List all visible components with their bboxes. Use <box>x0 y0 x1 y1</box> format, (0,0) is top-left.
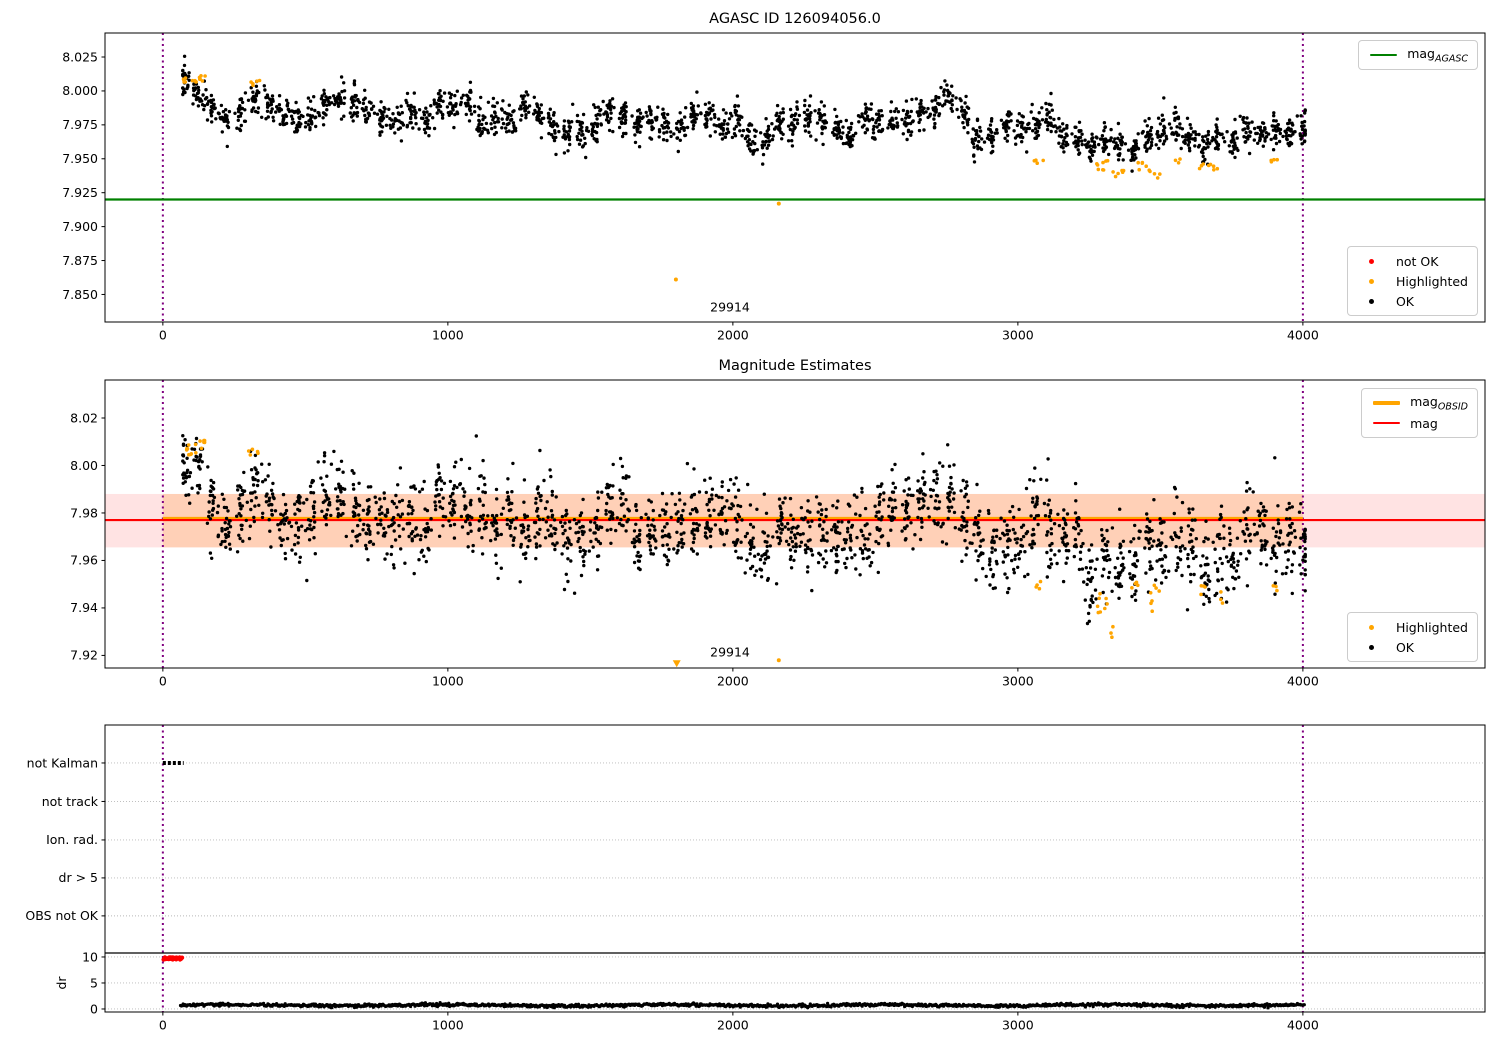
x-tick-label: 0 <box>159 674 167 689</box>
legend-item: magAGASC <box>1368 46 1468 64</box>
highlighted-clipped-marker <box>672 660 681 668</box>
legend-point-classes-middle: Highlighted OK <box>1346 612 1478 662</box>
legend-item-label: mag <box>1410 415 1438 431</box>
x-tick-label: 0 <box>159 1018 167 1033</box>
scatter-not-ok <box>161 955 185 962</box>
legend-item: magOBSID <box>1371 394 1468 412</box>
legend-item-label: not OK <box>1395 253 1439 269</box>
y-tick-label: 7.925 <box>62 185 98 200</box>
flag-row-label: not Kalman <box>27 755 98 770</box>
flag-row-label: not track <box>42 794 99 809</box>
annotation-obsid: 29914 <box>710 299 750 314</box>
legend-item-label: magAGASC <box>1407 45 1468 65</box>
y-tick-label: 8.00 <box>70 458 98 473</box>
y-tick-label: 7.94 <box>70 600 98 615</box>
plot1-title: AGASC ID 126094056.0 <box>709 11 881 27</box>
legend-dot-marker <box>1357 624 1387 630</box>
legend-item: mag <box>1371 414 1468 432</box>
legend-line-marker <box>1371 401 1401 405</box>
highlighted-outlier-point <box>776 201 781 206</box>
x-tick-label: 2000 <box>717 328 749 343</box>
y-tick-label: 7.92 <box>70 648 98 663</box>
scatter-ok <box>181 54 1307 173</box>
legend-item: OK <box>1357 638 1468 656</box>
annotation-obsid: 29914 <box>710 645 750 660</box>
y-tick-label: 7.875 <box>62 253 98 268</box>
flag-row-label: Ion. rad. <box>46 832 98 847</box>
legend-mag-obsid: magOBSID mag <box>1361 388 1478 438</box>
x-tick-label: 4000 <box>1287 1018 1319 1033</box>
magnitude-estimates-plot: 29914 0 1000 2000 3000 4000 7.92 7.94 7.96 7.98 8.… <box>70 379 1486 689</box>
legend-item: OK <box>1357 292 1468 310</box>
y-tick-label: 7.950 <box>62 151 98 166</box>
x-tick-label: 4000 <box>1287 674 1319 689</box>
legend-item: Highlighted <box>1357 618 1468 636</box>
x-tick-label: 2000 <box>717 674 749 689</box>
y-tick-label: 7.900 <box>62 219 98 234</box>
flags-dr-plot: 0 1000 2000 3000 4000 not Kalman not track Ion.… <box>25 724 1486 1033</box>
flag-row-label: OBS not OK <box>25 908 98 923</box>
y-tick-label: 8.02 <box>70 410 98 425</box>
axes-frame <box>104 379 1486 669</box>
x-tick-label: 0 <box>159 328 167 343</box>
x-tick-label: 1000 <box>432 328 464 343</box>
dr-tick-label: 5 <box>90 975 98 990</box>
legend-dot-marker <box>1357 298 1387 304</box>
legend-item: Highlighted <box>1357 272 1468 290</box>
legend-item-label: magOBSID <box>1410 393 1468 413</box>
flag-row-label: dr > 5 <box>59 870 98 885</box>
x-tick-label: 3000 <box>1002 1018 1034 1033</box>
y-tick-label: 7.850 <box>62 287 98 302</box>
legend-mag-agasc: magAGASC <box>1358 40 1478 70</box>
legend-line-marker <box>1368 54 1398 56</box>
x-tick-label: 3000 <box>1002 328 1034 343</box>
scatter-highlighted <box>184 438 1279 668</box>
legend-point-classes-top: not OK Highlighted OK <box>1346 246 1478 316</box>
dr-tick-label: 10 <box>82 949 98 964</box>
plot2-title: Magnitude Estimates <box>718 358 872 374</box>
scatter-ok <box>181 434 1307 626</box>
x-tick-label: 1000 <box>432 1018 464 1033</box>
legend-dot-marker <box>1357 258 1387 264</box>
y-tick-label: 7.96 <box>70 553 98 568</box>
axis-ticks: 0 1000 2000 3000 4000 not Kalman not track Ion.… <box>25 755 1318 1032</box>
highlighted-outlier-point <box>776 658 781 663</box>
highlighted-outlier-point <box>673 277 678 282</box>
dr-tick-label: 0 <box>90 1001 98 1016</box>
x-tick-label: 2000 <box>717 1018 749 1033</box>
axes-frame <box>104 724 1486 1013</box>
legend-item-label: OK <box>1395 639 1414 655</box>
scatter-highlighted <box>181 74 1279 282</box>
agasc-mag-plot: 29914 0 1000 2000 3000 4000 7.850 7.875 7.900 7.9… <box>62 32 1486 343</box>
y-tick-label: 7.975 <box>62 117 98 132</box>
x-tick-label: 3000 <box>1002 674 1034 689</box>
legend-item-label: Highlighted <box>1395 619 1468 635</box>
legend-dot-marker <box>1357 278 1387 284</box>
axis-ticks: 0 1000 2000 3000 4000 7.850 7.875 7.900 7.925 7.9… <box>62 49 1319 342</box>
y-tick-label: 8.000 <box>62 83 98 98</box>
axis-ticks: 0 1000 2000 3000 4000 7.92 7.94 7.96 7.98 8.00 8.0… <box>70 410 1319 688</box>
legend-item-label: Highlighted <box>1395 273 1468 289</box>
legend-line-marker <box>1371 422 1401 424</box>
dr-trace <box>178 1001 1306 1010</box>
axes-frame <box>104 32 1486 323</box>
y-tick-label: 7.98 <box>70 505 98 520</box>
legend-dot-marker <box>1357 644 1387 650</box>
legend-item-label: OK <box>1395 293 1414 309</box>
legend-item: not OK <box>1357 252 1468 270</box>
dr-axis-label: dr <box>54 976 69 990</box>
x-tick-label: 4000 <box>1287 328 1319 343</box>
x-tick-label: 1000 <box>432 674 464 689</box>
y-tick-label: 8.025 <box>62 49 98 64</box>
